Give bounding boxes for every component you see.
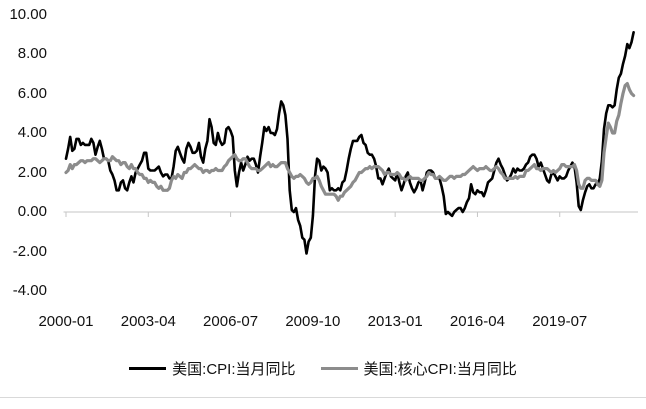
x-tick-label: 2019-07 bbox=[532, 313, 588, 330]
x-tick-label: 2006-07 bbox=[203, 313, 259, 330]
y-tick-label: 10.00 bbox=[9, 5, 47, 23]
x-tick-label: 2000-01 bbox=[38, 313, 94, 330]
x-tick-label: 2016-04 bbox=[449, 313, 505, 330]
x-tick-label: 2009-10 bbox=[285, 313, 341, 330]
legend-line-sample-cpi bbox=[129, 366, 167, 370]
y-tick-label: -2.00 bbox=[12, 242, 47, 260]
legend-label-cpi: 美国:CPI:当月同比 bbox=[172, 360, 296, 378]
y-tick-label: 8.00 bbox=[17, 45, 47, 62]
y-tick-label: 4.00 bbox=[17, 124, 47, 141]
legend-item-core-cpi: 美国:核心CPI:当月同比 bbox=[320, 358, 517, 379]
series-line-0 bbox=[64, 30, 635, 255]
y-tick-label: 0.00 bbox=[17, 203, 47, 220]
legend: 美国:CPI:当月同比 美国:核心CPI:当月同比 bbox=[0, 358, 646, 378]
bottom-divider bbox=[0, 397, 646, 398]
x-tick-label: 2003-04 bbox=[120, 313, 176, 330]
y-tick-label: 2.00 bbox=[17, 163, 47, 181]
y-tick-label: 6.00 bbox=[17, 84, 47, 102]
y-tick-label: -4.00 bbox=[12, 282, 47, 299]
legend-line-sample-core-cpi bbox=[320, 366, 358, 370]
legend-label-core-cpi: 美国:核心CPI:当月同比 bbox=[363, 360, 517, 378]
legend-item-cpi: 美国:CPI:当月同比 bbox=[129, 358, 296, 379]
x-tick-label: 2013-01 bbox=[367, 313, 423, 330]
series-line-1 bbox=[64, 81, 636, 202]
